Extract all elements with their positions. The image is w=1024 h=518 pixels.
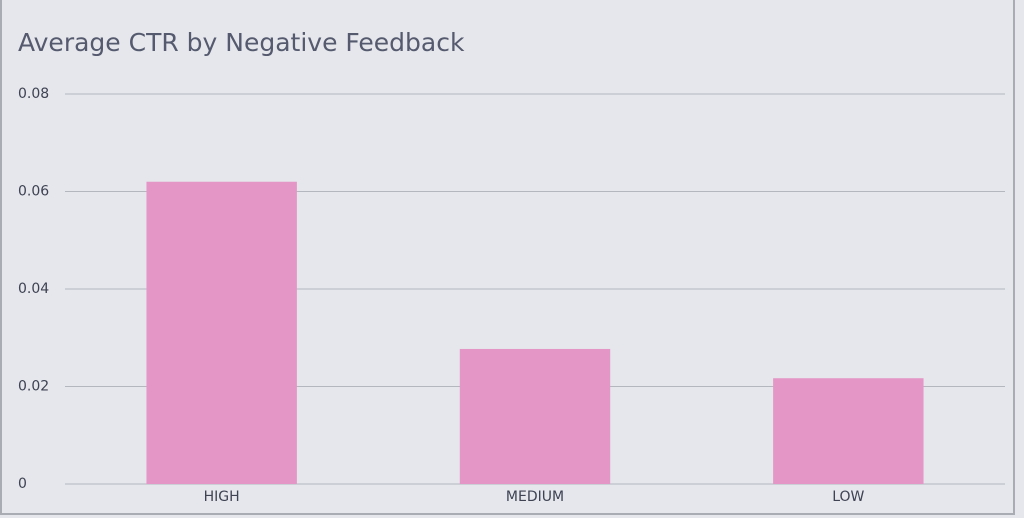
x-tick-label: HIGH xyxy=(204,489,240,505)
chart-title: Average CTR by Negative Feedback xyxy=(18,28,465,57)
bar xyxy=(773,378,924,484)
y-tick-label: 0.06 xyxy=(18,184,49,200)
y-tick-label: 0.04 xyxy=(18,281,49,297)
bar xyxy=(459,348,611,484)
y-tick-label: 0.08 xyxy=(18,86,49,102)
bar xyxy=(146,181,297,484)
y-tick-label: 0.02 xyxy=(18,379,49,395)
y-tick-label: 0 xyxy=(18,476,27,492)
x-tick-label: LOW xyxy=(832,489,864,505)
x-tick-label: MEDIUM xyxy=(506,489,564,505)
